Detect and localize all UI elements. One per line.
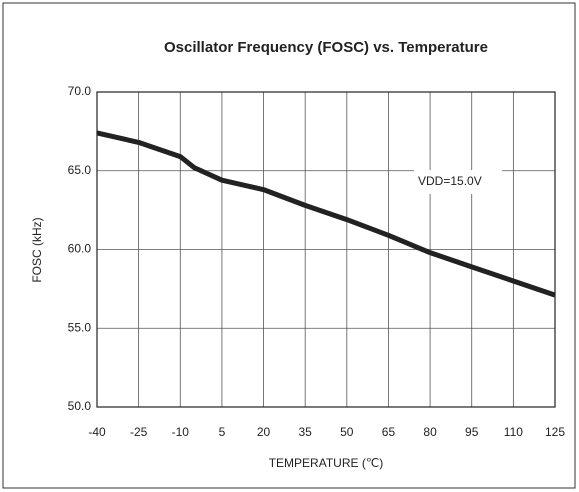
y-tick-label: 65.0: [68, 163, 92, 177]
x-tick-label: -10: [172, 425, 190, 439]
x-tick-label: -40: [88, 425, 106, 439]
x-tick-label: -25: [130, 425, 148, 439]
chart-title: Oscillator Frequency (FOSC) vs. Temperat…: [164, 39, 488, 56]
x-tick-label: 80: [423, 425, 437, 439]
x-tick-label: 125: [545, 425, 565, 439]
x-tick-label: 20: [257, 425, 271, 439]
x-axis-label: TEMPERATURE (℃): [269, 456, 384, 470]
y-tick-label: 70.0: [68, 84, 92, 98]
x-tick-label: 65: [382, 425, 396, 439]
y-tick-label: 50.0: [68, 399, 92, 413]
x-tick-label: 5: [219, 425, 226, 439]
y-tick-label: 55.0: [68, 320, 92, 334]
x-tick-label: 110: [504, 425, 523, 439]
x-tick-label: 95: [465, 425, 479, 439]
x-tick-label: 50: [340, 425, 354, 439]
annotation-box: [414, 170, 502, 194]
data-line: [96, 130, 556, 298]
annotation: VDD=15.0V: [418, 174, 482, 188]
plot-border: [96, 91, 556, 408]
y-axis-label: FOSC (kHz): [30, 217, 44, 282]
y-tick-label: 60.0: [68, 242, 92, 256]
x-tick-label: 35: [299, 425, 313, 439]
